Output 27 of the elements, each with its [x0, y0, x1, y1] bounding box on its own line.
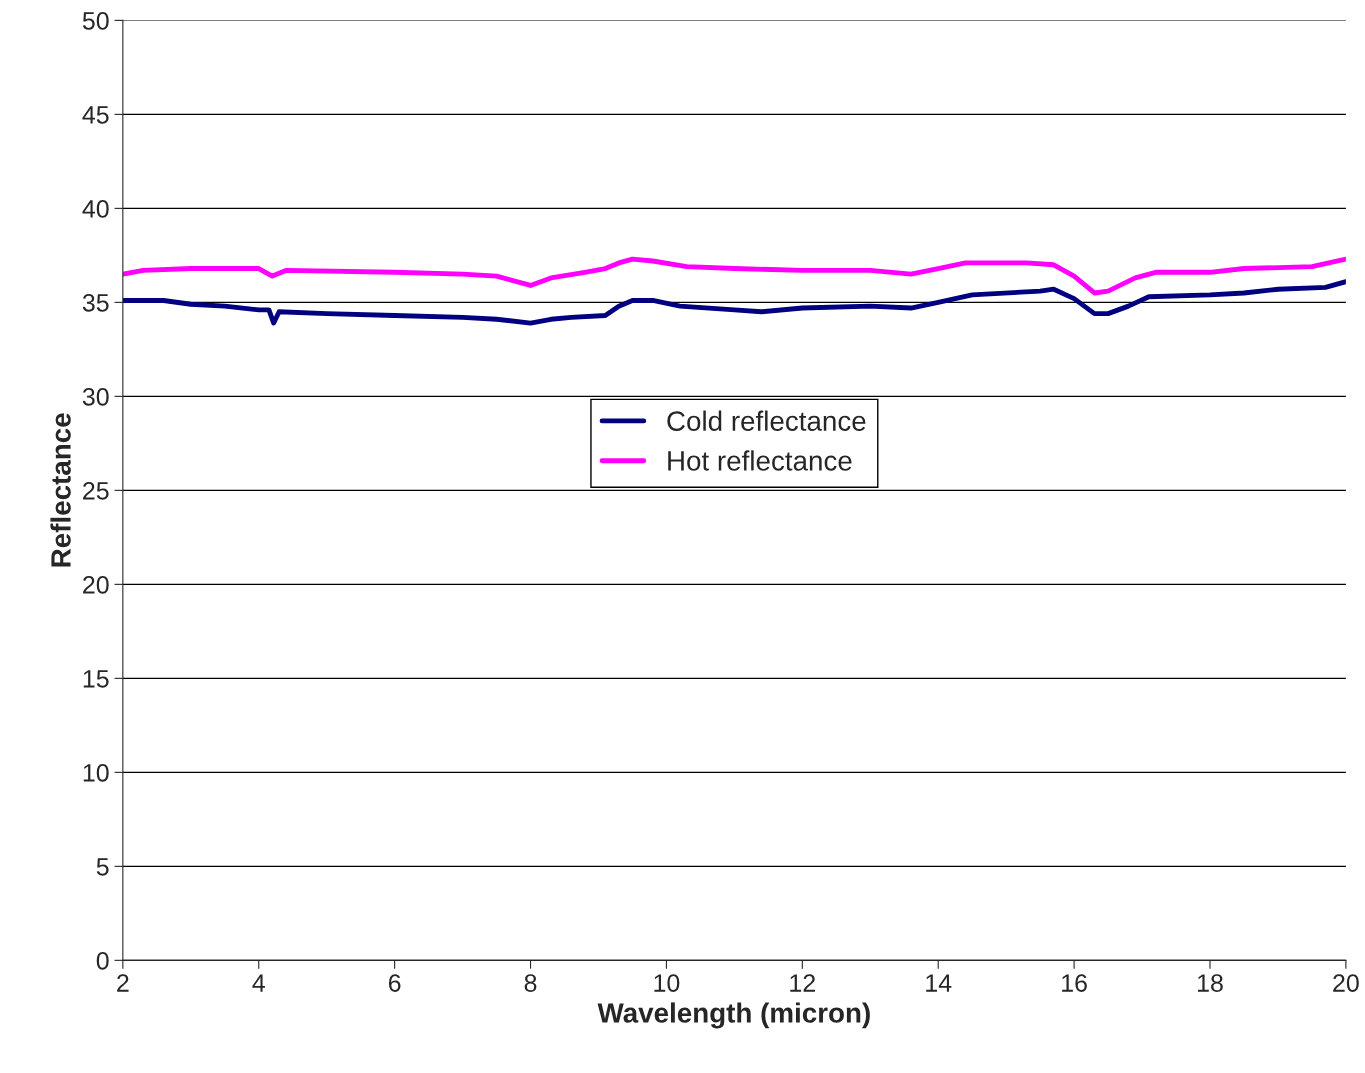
x-tick-label: 4 — [252, 974, 265, 992]
legend-label: Cold reflectance — [667, 410, 866, 431]
y-tick-label: 50 — [82, 11, 109, 30]
y-tick-label: 20 — [83, 575, 109, 594]
y-tick-label: 40 — [82, 199, 109, 218]
y-tick-label: 25 — [83, 481, 109, 500]
line-series — [122, 279, 1346, 326]
y-tick-label: 0 — [96, 951, 109, 970]
y-tick-label: 10 — [83, 763, 109, 782]
x-tick-label: 12 — [790, 974, 815, 992]
x-tick-label: 2 — [117, 974, 129, 992]
legend-label: Hot reflectance — [668, 450, 852, 471]
x-tick-label: 18 — [1198, 974, 1223, 992]
x-tick-label: 14 — [926, 974, 952, 992]
y-tick-label: 15 — [83, 670, 109, 688]
x-tick-label: 16 — [1062, 974, 1087, 992]
y-tick-label: 30 — [82, 387, 109, 406]
x-tick-label: 6 — [388, 974, 401, 992]
x-tick-label: 10 — [654, 974, 680, 992]
line-series — [122, 256, 1346, 296]
x-tick-label: 20 — [1333, 974, 1359, 992]
y-axis-title: Reflectance — [50, 413, 71, 567]
y-tick-label: 45 — [82, 106, 109, 124]
y-tick-label: 5 — [96, 858, 109, 876]
x-axis-title: Wavelength (micron) — [597, 1002, 870, 1029]
x-tick-label: 8 — [524, 974, 537, 992]
y-tick-label: 35 — [82, 293, 109, 312]
